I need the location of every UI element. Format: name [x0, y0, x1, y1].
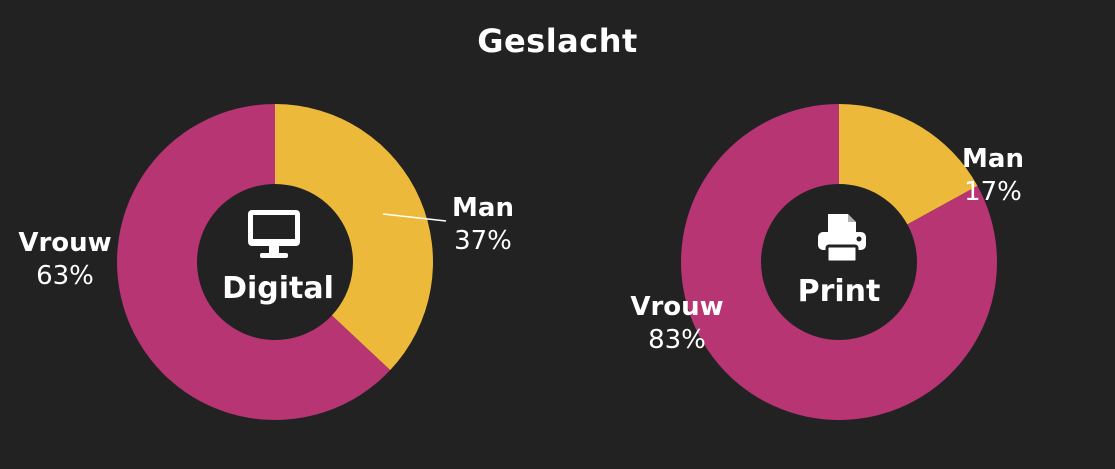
- label-digital-vrouw-name: Vrouw: [18, 228, 111, 258]
- leader-line-digital-man: [382, 213, 447, 222]
- label-print-man-value: 17%: [964, 177, 1022, 207]
- printer-icon: [818, 214, 866, 264]
- monitor-icon: [248, 210, 300, 258]
- label-digital-vrouw-value: 63%: [36, 261, 94, 291]
- label-digital-man-name: Man: [452, 193, 514, 223]
- label-digital-man-value: 37%: [454, 226, 512, 256]
- label-print-man-name: Man: [962, 144, 1024, 174]
- slice-print-man: [839, 104, 978, 225]
- label-print-vrouw-value: 83%: [648, 325, 706, 355]
- label-print-vrouw-name: Vrouw: [630, 292, 723, 322]
- center-label-digital: Digital: [222, 271, 334, 306]
- donut-print: [681, 104, 998, 421]
- slice-digital-vrouw: [117, 104, 391, 420]
- center-label-print: Print: [798, 274, 881, 309]
- chart-title: Geslacht: [477, 22, 638, 60]
- slice-print-vrouw: [681, 104, 998, 421]
- slice-digital-man: [275, 104, 434, 371]
- donut-digital: [117, 104, 434, 420]
